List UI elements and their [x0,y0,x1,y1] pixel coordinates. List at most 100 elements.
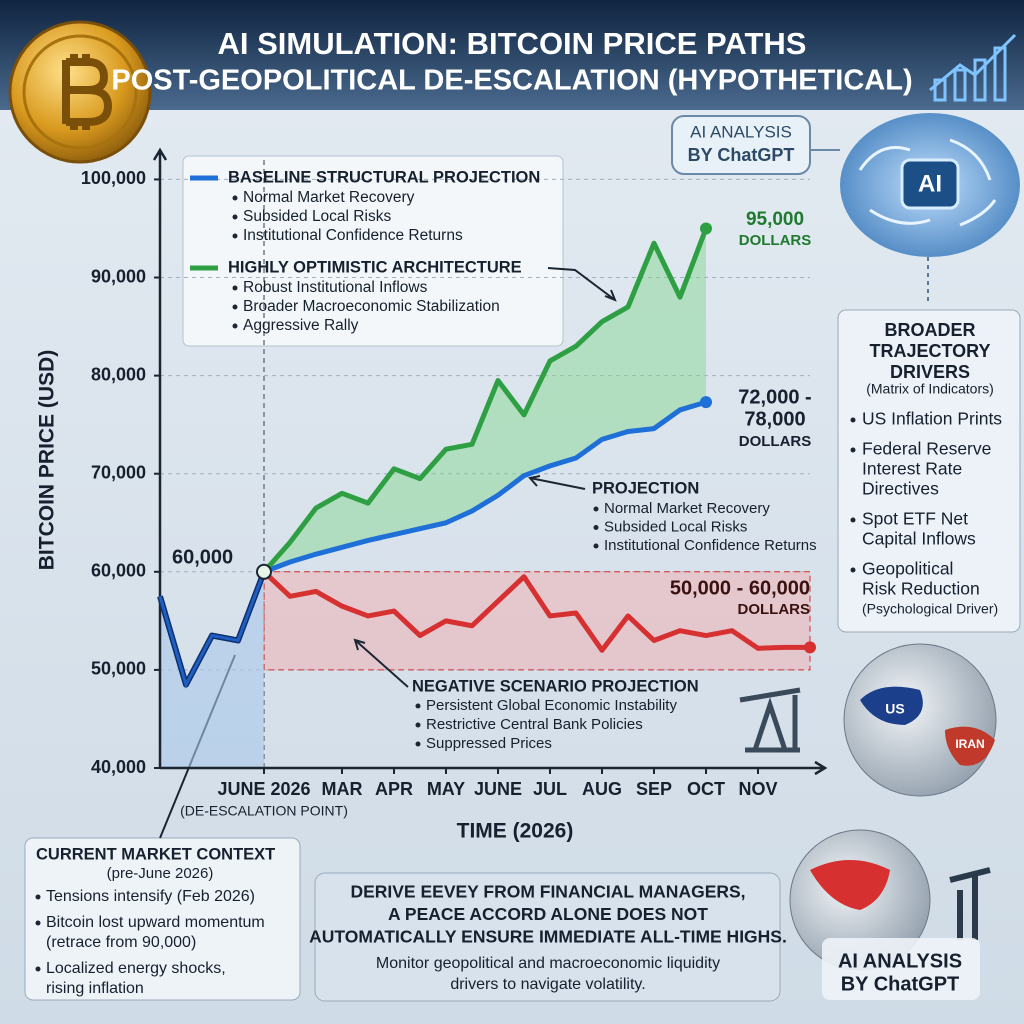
end-label: 95,000 [746,209,804,230]
series-line-inner [158,571,266,689]
drivers-item: Geopolitical [862,559,953,579]
annotation-title: PROJECTION [592,479,699,497]
bullet-dot [232,195,238,201]
x-tick-label: AUG [582,779,622,799]
legend-label: BASELINE STRUCTURAL PROJECTION [228,168,540,186]
start-point [256,563,272,580]
drivers-title: DRIVERS [890,362,970,382]
chart-subtitle: POST-GEOPOLITICAL DE-ESCALATION (HYPOTHE… [111,65,912,97]
y-tick-label: 90,000 [91,266,146,286]
badge-text: BY ChatGPT [841,973,960,995]
series-line [262,569,810,653]
context-title: CURRENT MARKET CONTEXT [36,845,275,863]
bullet-dot [232,304,238,310]
bullet-dot [593,525,599,530]
x-tick-label: JUNE 2026 [217,779,310,799]
drivers-panel-box [837,309,1021,633]
bullet-dot [35,966,41,972]
y-axis-label: BITCOIN PRICE (USD) [36,350,59,571]
x-axis [160,760,828,776]
event-label: (DE-ESCALATION POINT) [180,803,348,819]
annotation-bullet: Normal Market Recovery [604,500,770,517]
bullet-dot [232,323,238,329]
bullet-dot [232,214,238,220]
bullet-dot [415,722,421,728]
legend-arrow [547,267,617,302]
context-item: rising inflation [46,980,144,997]
end-label: DOLLARS [739,433,812,450]
legend-bullet: Aggressive Rally [243,317,359,334]
x-tick-label: NOV [738,779,777,799]
chart-title: AI SIMULATION: BITCOIN PRICE PATHS [218,26,807,61]
x-tick-label: MAY [427,779,465,799]
x-tick-label: SEP [636,779,672,799]
badge-text: AI ANALYSIS [838,950,962,972]
bullet-dot [232,233,238,239]
drivers-item: Capital Inflows [862,529,976,549]
message-box [314,872,781,1002]
badge-bottom-box [822,938,980,1000]
context-item: Localized energy shocks, [46,960,226,977]
y-tick-label: 40,000 [91,757,146,777]
historical-area [160,571,264,768]
bullet-dot [593,543,599,549]
message-body: Monitor geopolitical and macroeconomic l… [376,955,720,972]
map-label: US [885,701,904,717]
legend-bullet: Institutional Confidence Returns [243,227,463,244]
end-point [700,222,712,235]
annotation-arrow [528,475,586,490]
end-label: 78,000 [744,408,805,430]
drivers-subtitle: (Matrix of Indicators) [866,381,994,397]
context-item: Bitcoin lost upward momentum [46,914,265,931]
legend-label: HIGHLY OPTIMISTIC ARCHITECTURE [228,258,522,276]
drivers-item: (Psychological Driver) [862,601,998,617]
negative-bullet: Restrictive Central Bank Policies [426,716,643,733]
globe-icon [789,643,997,971]
negative-title: NEGATIVE SCENARIO PROJECTION [412,677,699,695]
context-item: (retrace from 90,000) [46,934,196,951]
x-tick-label: OCT [687,779,725,799]
bullet-dot [850,417,856,423]
y-tick-label: 60,000 [91,561,146,581]
bullet-dot [850,567,856,573]
drivers-item: Interest Rate [862,459,962,479]
map-label: IRAN [955,737,984,751]
x-tick-label: MAR [322,779,363,799]
drivers-title: BROADER [884,320,975,340]
end-label: DOLLARS [739,232,812,249]
drivers-title: TRAJECTORY [869,341,990,361]
bullet-dot [415,741,421,747]
bullet-dot [35,894,41,900]
y-tick-label: 80,000 [91,364,146,384]
y-tick-label: 100,000 [81,168,146,188]
growth-icon [929,33,1017,102]
x-tick-label: JUNE [474,779,522,799]
bullet-dot [415,703,421,709]
negative-range-band [263,571,811,671]
drivers-item: Directives [862,479,939,499]
drivers-item: Risk Reduction [862,579,980,599]
message-headline: A PEACE ACCORD ALONE DOES NOT [388,904,708,924]
bitcoin-coin [8,20,152,164]
negative-arrow [353,638,409,688]
drivers-item: Federal Reserve [862,439,991,459]
message-headline: AUTOMATICALLY ENSURE IMMEDIATE ALL-TIME … [309,927,787,947]
y-axis [152,147,168,768]
legend-bullet: Broader Macroeconomic Stabilization [243,298,500,315]
badge-top-box [671,115,811,175]
drivers-item: Spot ETF Net [862,509,968,529]
x-tick-label: APR [375,779,413,799]
negative-bullet: Persistent Global Economic Instability [426,697,677,714]
legend-bullet: Robust Institutional Inflows [243,279,428,296]
negative-bullet: Suppressed Prices [426,735,552,752]
end-label: 50,000 - 60,000 [670,577,810,599]
context-subtitle: (pre-June 2026) [107,865,214,882]
start-label: 60,000 [172,546,233,568]
x-tick-label: JUL [533,779,567,799]
legend-box [182,155,564,347]
context-panel-box [24,837,301,1001]
message-body: drivers to navigate volatility. [450,976,645,993]
annotation-bullet: Subsided Local Risks [604,518,747,535]
bullet-dot [35,920,41,926]
